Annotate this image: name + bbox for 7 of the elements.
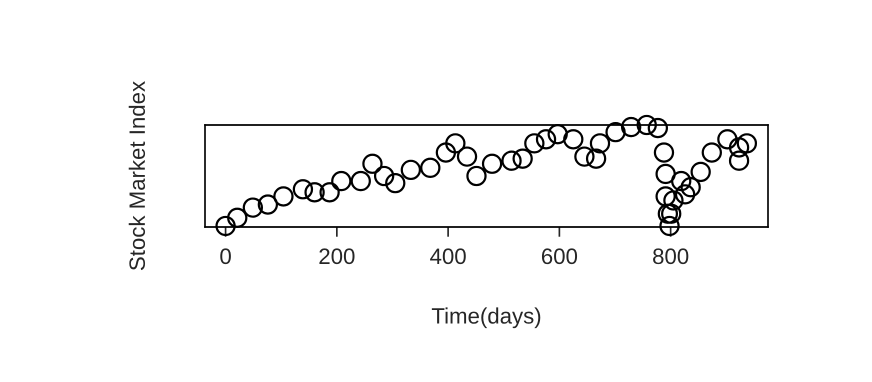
x-tick-label: 800 <box>653 248 688 264</box>
x-tick-label: 200 <box>319 248 355 264</box>
x-tick-label: 0 <box>220 248 231 264</box>
x-axis-title: Time(days) <box>432 307 540 328</box>
x-tick-label: 600 <box>542 248 578 264</box>
y-axis-title: Stock Market Index <box>128 81 146 270</box>
x-tick-label: 400 <box>430 248 466 264</box>
